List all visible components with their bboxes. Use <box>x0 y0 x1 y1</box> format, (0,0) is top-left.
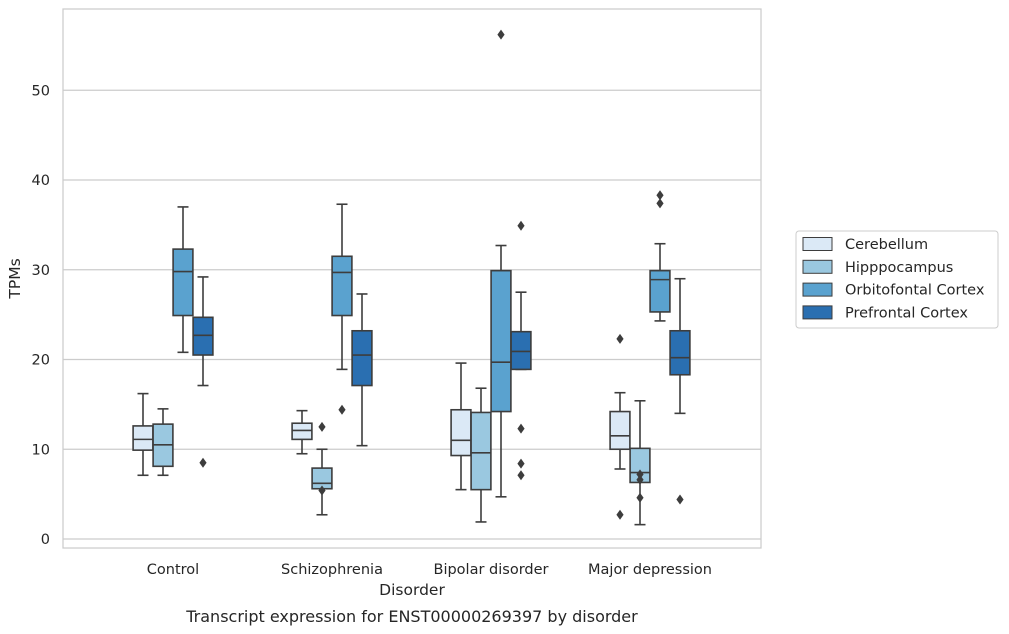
iqr-box <box>450 408 472 457</box>
iqr-box <box>490 269 512 413</box>
iqr-box <box>331 255 353 317</box>
outlier-point <box>636 469 644 480</box>
box-prefrontal-cortex <box>510 220 532 481</box>
box-orbitofontal-cortex <box>490 29 512 498</box>
iqr-box <box>510 330 532 371</box>
box-hipppocampus <box>470 387 492 523</box>
iqr-box <box>609 410 631 451</box>
y-tick-label: 10 <box>32 442 50 458</box>
box-hipppocampus <box>311 421 333 516</box>
x-tick-label: Schizophrenia <box>281 562 383 578</box>
y-axis-label: TPMs <box>6 258 24 299</box>
outlier-point <box>517 423 525 434</box>
outlier-point <box>676 494 684 505</box>
box-orbitofontal-cortex <box>172 206 194 354</box>
x-tick-label: Bipolar disorder <box>434 562 549 578</box>
outlier-point <box>318 421 326 432</box>
iqr-box <box>172 248 194 317</box>
outlier-point <box>517 220 525 231</box>
y-tick-label: 50 <box>32 83 50 99</box>
outlier-point <box>636 474 644 485</box>
box-orbitofontal-cortex <box>331 203 353 415</box>
x-axis-label: Disorder <box>379 581 445 599</box>
box-cerebellum <box>609 333 631 520</box>
iqr-box <box>351 329 373 387</box>
chart-caption: Transcript expression for ENST0000026939… <box>185 607 638 626</box>
outlier-point <box>616 509 624 520</box>
iqr-box <box>192 316 214 356</box>
iqr-box <box>132 425 154 451</box>
box-prefrontal-cortex <box>192 276 214 468</box>
y-tick-label: 0 <box>41 532 50 548</box>
outlier-point <box>338 404 346 415</box>
legend-label: Prefrontal Cortex <box>845 305 968 321</box>
legend-items: Cerebellum Hipppocampus Orbitofontal Corte… <box>802 237 985 321</box>
box-hipppocampus <box>629 399 651 526</box>
box-orbitofontal-cortex <box>649 190 671 322</box>
outlier-point <box>517 470 525 481</box>
iqr-box <box>669 329 691 376</box>
iqr-box <box>649 269 671 313</box>
chart-marks <box>132 29 691 526</box>
legend-swatch <box>802 237 833 251</box>
iqr-box <box>291 422 313 441</box>
plot-frame <box>62 8 762 549</box>
outlier-point <box>656 190 664 201</box>
box-hipppocampus <box>152 408 174 477</box>
y-tick-label: 40 <box>32 173 50 189</box>
legend-swatch <box>802 259 833 274</box>
box-prefrontal-cortex <box>351 293 373 447</box>
outlier-point <box>636 492 644 503</box>
box-prefrontal-cortex <box>669 277 691 505</box>
x-tick-labels: Control Schizophrenia Bipolar disorder Majo… <box>147 562 712 578</box>
outlier-point <box>199 457 207 468</box>
legend-label: Cerebellum <box>845 237 928 253</box>
x-tick-label: Control <box>147 562 199 578</box>
legend-swatch <box>802 282 833 297</box>
x-tick-label: Major depression <box>588 562 712 578</box>
outlier-point <box>616 333 624 344</box>
legend-label: Orbitofontal Cortex <box>845 283 985 299</box>
y-tick-label: 20 <box>32 353 50 369</box>
legend: Cerebellum Hipppocampus Orbitofontal Corte… <box>795 230 999 329</box>
outlier-point <box>497 29 505 40</box>
outlier-point <box>517 458 525 469</box>
outlier-point <box>318 485 326 496</box>
iqr-box <box>470 411 492 491</box>
box-cerebellum <box>291 409 313 455</box>
outlier-point <box>656 198 664 209</box>
legend-frame <box>795 230 999 329</box>
y-tick-labels: 0 10 20 30 40 50 <box>32 83 50 548</box>
legend-swatch <box>802 305 833 320</box>
y-tick-label: 30 <box>32 263 50 279</box>
legend-label: Hipppocampus <box>845 260 953 276</box>
